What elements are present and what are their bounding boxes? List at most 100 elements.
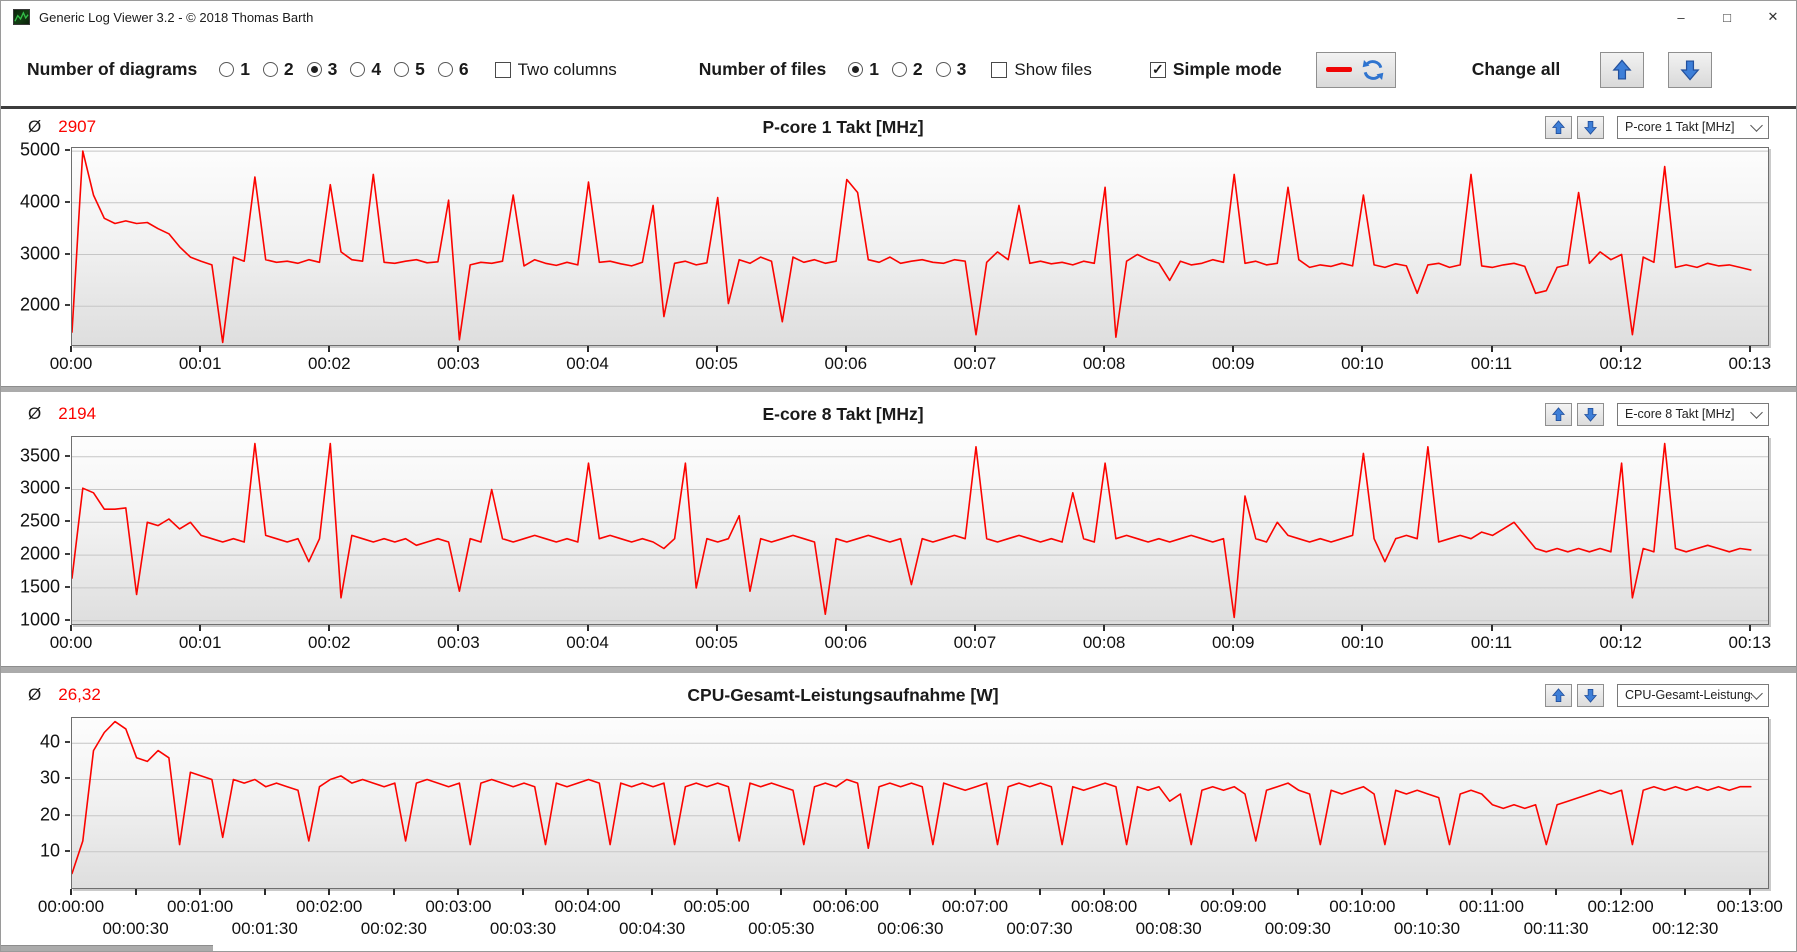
plot-canvas[interactable] bbox=[71, 436, 1769, 625]
move-down-button[interactable] bbox=[1577, 402, 1604, 426]
x-tick-mark bbox=[586, 346, 589, 352]
checkbox-icon[interactable] bbox=[1149, 61, 1166, 78]
blue-down-arrow-icon bbox=[1583, 688, 1598, 703]
checkbox-icon[interactable] bbox=[494, 61, 511, 78]
x-tick-mark bbox=[457, 889, 460, 895]
move-down-button[interactable] bbox=[1577, 683, 1604, 707]
average-value: 2194 bbox=[58, 404, 97, 423]
x-tick-mark bbox=[973, 889, 976, 895]
y-tick-label: 40 bbox=[39, 731, 60, 752]
show-files-checkbox[interactable]: Show files bbox=[991, 60, 1092, 80]
plot-canvas[interactable] bbox=[71, 147, 1769, 346]
radio-icon[interactable] bbox=[219, 62, 235, 77]
x-tick-label: 00:03:00 bbox=[425, 897, 492, 916]
y-tick-mark bbox=[65, 849, 70, 852]
radio-icon[interactable] bbox=[935, 62, 951, 77]
diagram-count-option[interactable]: 2 bbox=[262, 59, 294, 80]
line-style-refresh-button[interactable] bbox=[1315, 51, 1396, 88]
x-tick-label: 00:06 bbox=[824, 354, 868, 373]
x-tick-label: 00:11:00 bbox=[1459, 897, 1524, 916]
x-tick-mark bbox=[1490, 625, 1493, 631]
chart-title: E-core 8 Takt [MHz] bbox=[762, 403, 924, 424]
x-tick-mark bbox=[1555, 889, 1558, 895]
data-series-line bbox=[72, 442, 1752, 619]
diagram-count-option[interactable]: 6 bbox=[437, 59, 469, 80]
x-tick-mark bbox=[1103, 625, 1106, 631]
change-all-up-button[interactable] bbox=[1600, 51, 1645, 88]
diagram-count-option[interactable]: 5 bbox=[394, 59, 425, 80]
x-tick-mark bbox=[199, 625, 202, 631]
x-tick-mark bbox=[1232, 346, 1235, 352]
change-all-down-button[interactable] bbox=[1668, 51, 1713, 88]
minimize-button[interactable]: – bbox=[1677, 9, 1685, 25]
diagram-count-option[interactable]: 1 bbox=[219, 59, 250, 80]
x-tick-label: 00:10 bbox=[1341, 354, 1384, 373]
y-tick-mark bbox=[65, 553, 70, 556]
average-readout: Ø 26,32 bbox=[28, 685, 146, 705]
blue-up-arrow-icon bbox=[1551, 406, 1566, 421]
x-tick-mark bbox=[263, 889, 266, 895]
radio-icon[interactable] bbox=[350, 62, 366, 77]
blue-up-arrow-icon bbox=[1551, 687, 1566, 702]
x-tick-label: 00:13 bbox=[1728, 633, 1772, 652]
file-count-option[interactable]: 3 bbox=[935, 59, 966, 80]
chart-header: Ø 2194 E-core 8 Takt [MHz] E-core 8 Takt… bbox=[1, 396, 1796, 428]
signal-select-dropdown[interactable]: CPU-Gesamt-Leistungsau bbox=[1617, 683, 1769, 707]
x-tick-label: 00:00:00 bbox=[37, 897, 105, 916]
x-tick-mark bbox=[844, 889, 847, 895]
radio-icon[interactable] bbox=[848, 62, 864, 77]
file-count-option[interactable]: 1 bbox=[848, 59, 879, 80]
maximize-button[interactable]: □ bbox=[1723, 9, 1731, 25]
diagram-count-group: 1 2 3 4 5 6 bbox=[219, 59, 481, 80]
move-up-button[interactable] bbox=[1545, 402, 1572, 426]
x-tick-mark bbox=[1361, 889, 1364, 895]
chevron-down-icon bbox=[1750, 118, 1763, 132]
x-tick-label: 00:04:30 bbox=[619, 919, 686, 938]
average-readout: Ø 2907 bbox=[28, 117, 146, 137]
simple-mode-checkbox[interactable]: Simple mode bbox=[1149, 59, 1282, 80]
sync-icon bbox=[1362, 59, 1384, 80]
x-tick-mark bbox=[1490, 346, 1493, 352]
x-tick-label: 00:03 bbox=[437, 633, 480, 652]
x-tick-mark bbox=[1232, 625, 1235, 631]
x-tick-mark bbox=[715, 889, 718, 895]
y-tick-mark bbox=[65, 585, 70, 588]
signal-select-dropdown[interactable]: P-core 1 Takt [MHz] bbox=[1617, 115, 1769, 139]
window-controls: – □ ✕ bbox=[1658, 1, 1796, 33]
x-tick-label: 00:06:00 bbox=[812, 897, 879, 916]
x-tick-mark bbox=[1103, 346, 1106, 352]
x-tick-label: 00:03:30 bbox=[489, 919, 557, 938]
x-tick-label: 00:12:00 bbox=[1587, 897, 1654, 916]
radio-icon[interactable] bbox=[262, 62, 278, 77]
plot-canvas[interactable] bbox=[71, 717, 1769, 889]
x-tick-label: 00:11 bbox=[1470, 354, 1513, 373]
x-tick-mark bbox=[199, 346, 202, 352]
x-tick-mark bbox=[392, 889, 395, 895]
x-tick-label: 00:12 bbox=[1599, 633, 1642, 652]
radio-icon[interactable] bbox=[394, 62, 410, 77]
diagram-count-option[interactable]: 3 bbox=[306, 59, 337, 80]
y-tick-label: 3500 bbox=[19, 445, 60, 466]
checkbox-icon[interactable] bbox=[991, 61, 1008, 78]
y-tick-label: 20 bbox=[39, 804, 60, 825]
x-tick-mark bbox=[1361, 346, 1364, 352]
x-tick-label: 00:07:30 bbox=[1006, 919, 1073, 938]
file-count-group: 1 2 3 bbox=[848, 59, 979, 80]
blue-up-arrow-icon bbox=[1551, 119, 1566, 134]
close-button[interactable]: ✕ bbox=[1767, 9, 1779, 24]
move-down-button[interactable] bbox=[1577, 115, 1604, 139]
y-tick-mark bbox=[65, 252, 70, 255]
file-count-option[interactable]: 2 bbox=[891, 59, 923, 80]
move-up-button[interactable] bbox=[1545, 683, 1572, 707]
signal-select-dropdown[interactable]: E-core 8 Takt [MHz] bbox=[1617, 402, 1769, 426]
move-up-button[interactable] bbox=[1545, 115, 1572, 139]
diagram-count-option[interactable]: 4 bbox=[350, 59, 381, 80]
average-symbol: Ø bbox=[28, 685, 42, 704]
radio-icon[interactable] bbox=[891, 62, 907, 77]
two-columns-checkbox[interactable]: Two columns bbox=[494, 60, 617, 80]
x-tick-mark bbox=[844, 625, 847, 631]
x-tick-mark bbox=[70, 625, 72, 631]
radio-icon[interactable] bbox=[437, 62, 453, 77]
x-tick-label: 00:09:00 bbox=[1200, 897, 1267, 916]
radio-icon[interactable] bbox=[306, 62, 322, 77]
